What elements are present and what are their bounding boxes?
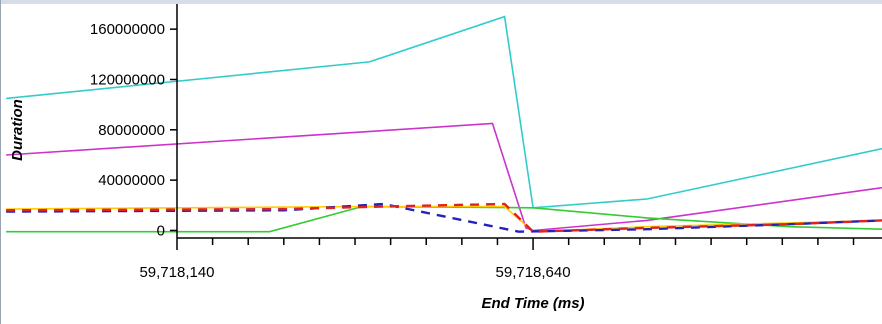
y-tick-label: 0 bbox=[157, 222, 165, 239]
series-line-1 bbox=[6, 15, 882, 209]
y-tick-label: 120000000 bbox=[90, 71, 165, 88]
axis-layer: 160000000 120000000 80000000 40000000 0 59,71… bbox=[90, 4, 882, 281]
x-axis-title: End Time (ms) bbox=[481, 295, 584, 312]
y-tick-label: 40000000 bbox=[98, 172, 165, 189]
y-axis-title: Duration bbox=[9, 99, 26, 161]
series-line-3 bbox=[6, 205, 882, 233]
top-toolbar-strip bbox=[0, 0, 882, 4]
x-tick-label: 59,718,640 bbox=[496, 264, 571, 281]
label-layer: Duration End Time (ms) bbox=[9, 99, 585, 312]
y-tick-label: 160000000 bbox=[90, 21, 165, 38]
series-line-6 bbox=[6, 202, 882, 233]
y-tick-label: 80000000 bbox=[98, 122, 165, 139]
series-layer bbox=[6, 15, 882, 233]
x-tick-label: 59,718,140 bbox=[139, 264, 214, 281]
